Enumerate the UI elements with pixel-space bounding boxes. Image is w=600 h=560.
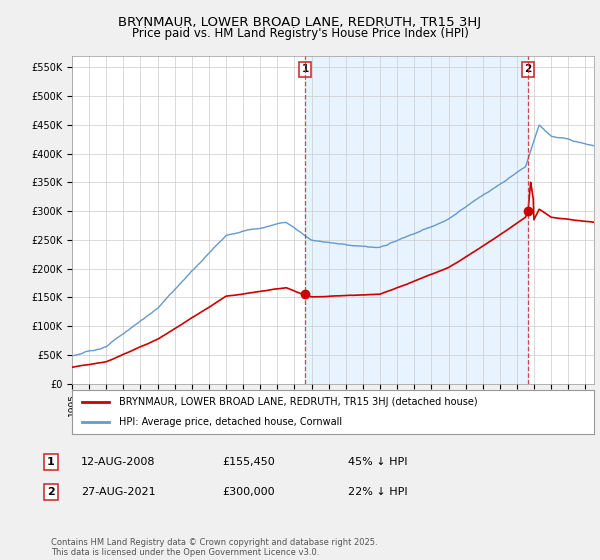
Text: BRYNMAUR, LOWER BROAD LANE, REDRUTH, TR15 3HJ: BRYNMAUR, LOWER BROAD LANE, REDRUTH, TR1…: [118, 16, 482, 29]
Text: 2: 2: [524, 64, 532, 74]
Text: 27-AUG-2021: 27-AUG-2021: [81, 487, 155, 497]
Text: 1: 1: [301, 64, 309, 74]
Text: 1: 1: [47, 457, 55, 467]
Text: 2: 2: [47, 487, 55, 497]
Text: 12-AUG-2008: 12-AUG-2008: [81, 457, 155, 467]
Text: Price paid vs. HM Land Registry's House Price Index (HPI): Price paid vs. HM Land Registry's House …: [131, 27, 469, 40]
Text: Contains HM Land Registry data © Crown copyright and database right 2025.
This d: Contains HM Land Registry data © Crown c…: [51, 538, 377, 557]
Text: BRYNMAUR, LOWER BROAD LANE, REDRUTH, TR15 3HJ (detached house): BRYNMAUR, LOWER BROAD LANE, REDRUTH, TR1…: [119, 397, 478, 407]
Text: 45% ↓ HPI: 45% ↓ HPI: [348, 457, 407, 467]
Text: 22% ↓ HPI: 22% ↓ HPI: [348, 487, 407, 497]
Bar: [305, 56, 528, 384]
Text: HPI: Average price, detached house, Cornwall: HPI: Average price, detached house, Corn…: [119, 417, 342, 427]
Text: £300,000: £300,000: [222, 487, 275, 497]
Text: £155,450: £155,450: [222, 457, 275, 467]
